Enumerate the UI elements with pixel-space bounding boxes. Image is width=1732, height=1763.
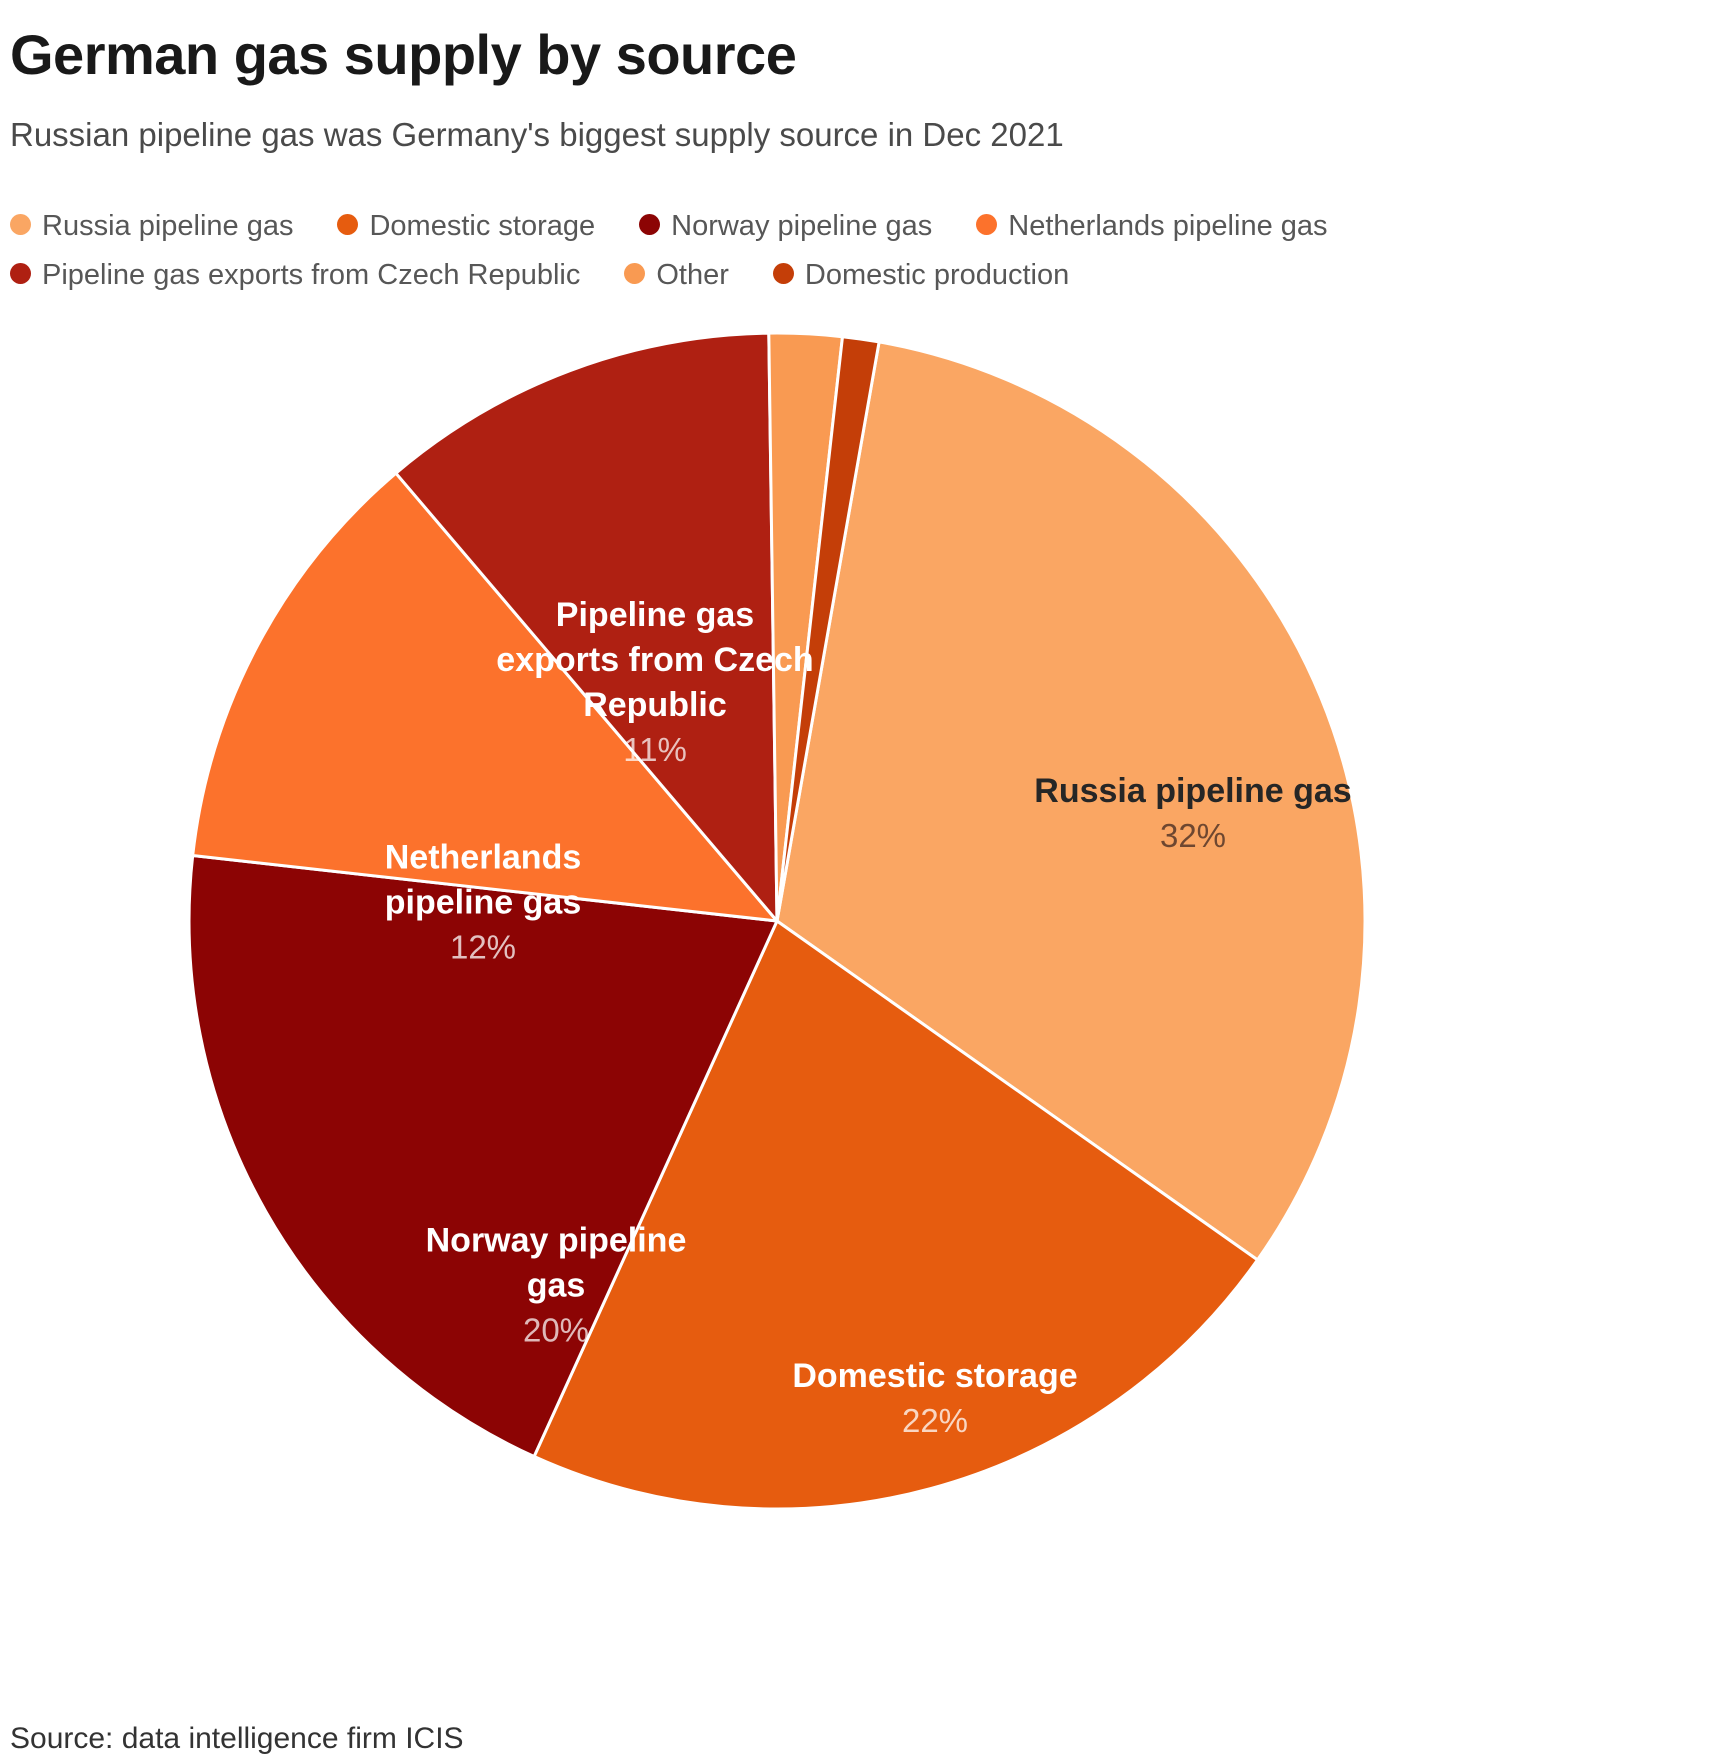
- slice-label-percent: 32%: [1159, 816, 1227, 854]
- slice-label-name: Netherlands pipeline gas: [384, 838, 582, 922]
- slice-label-russia-pipeline-gas: Russia pipeline gas 32%: [953, 769, 1433, 857]
- source-note: Source: data intelligence firm ICIS: [10, 1722, 464, 1755]
- legend-label: Pipeline gas exports from Czech Republic: [42, 259, 581, 291]
- pie-slice-russia-pipeline-gas: [775, 340, 1367, 1262]
- slice-label-percent: 20%: [522, 1311, 590, 1349]
- slice-label-norway-pipeline-gas: Norway pipeline gas 20%: [406, 1218, 706, 1351]
- legend-label: Russia pipeline gas: [42, 210, 294, 242]
- legend-dot-icon: [624, 263, 646, 284]
- legend-dot-icon: [10, 214, 31, 235]
- legend-item-domestic-production: Domestic production: [772, 259, 1070, 292]
- slice-label-domestic-storage: Domestic storage 22%: [725, 1354, 1145, 1442]
- slice-label-netherlands-pipeline-gas: Netherlands pipeline gas 12%: [328, 835, 638, 968]
- legend-label: Domestic production: [804, 259, 1070, 291]
- pie-slice-netherlands-pipeline-gas: [191, 471, 779, 923]
- pie-slice-norway-pipeline-gas: [187, 854, 779, 1458]
- slice-label-percent: 11%: [623, 730, 687, 768]
- legend-item-russia-pipeline-gas: Russia pipeline gas: [10, 210, 293, 243]
- slice-label-pipeline-gas-exports-from-czech-republic: Pipeline gas exports from Czech Republic…: [490, 593, 820, 771]
- pie-slice-pipeline-gas-exports-from-czech-republic: [394, 331, 779, 923]
- chart-subtitle: Russian pipeline gas was Germany's bigge…: [10, 116, 1064, 153]
- slice-label-percent: 12%: [449, 928, 517, 966]
- legend-dot-icon: [976, 214, 998, 235]
- legend-dot-icon: [337, 214, 359, 235]
- legend-dot-icon: [639, 214, 661, 235]
- legend-item-norway-pipeline-gas: Norway pipeline gas: [639, 210, 932, 243]
- pie-slice-domestic-production: [775, 335, 881, 923]
- legend-label: Netherlands pipeline gas: [1008, 210, 1328, 242]
- legend-dot-icon: [10, 263, 31, 284]
- slice-label-name: Domestic storage: [792, 1356, 1078, 1395]
- slice-label-name: Norway pipeline gas: [425, 1221, 687, 1305]
- legend-item-other: Other: [624, 259, 729, 292]
- slice-label-name: Russia pipeline gas: [1034, 771, 1352, 810]
- slice-label-name: Pipeline gas exports from Czech Republic: [496, 595, 814, 724]
- chart-title: German gas supply by source: [10, 23, 797, 86]
- pie-slice-domestic-storage: [532, 919, 1259, 1511]
- legend: Russia pipeline gas Domestic storage Norwa…: [10, 210, 1470, 292]
- legend-item-netherlands-pipeline-gas: Netherlands pipeline gas: [976, 210, 1328, 243]
- slice-label-percent: 22%: [901, 1401, 969, 1439]
- legend-label: Domestic storage: [369, 210, 596, 242]
- legend-label: Other: [656, 259, 729, 291]
- legend-item-domestic-storage: Domestic storage: [337, 210, 595, 243]
- legend-item-pipeline-gas-exports-from-czech-republic: Pipeline gas exports from Czech Republic: [10, 259, 580, 292]
- legend-dot-icon: [772, 263, 794, 284]
- legend-label: Norway pipeline gas: [671, 210, 933, 242]
